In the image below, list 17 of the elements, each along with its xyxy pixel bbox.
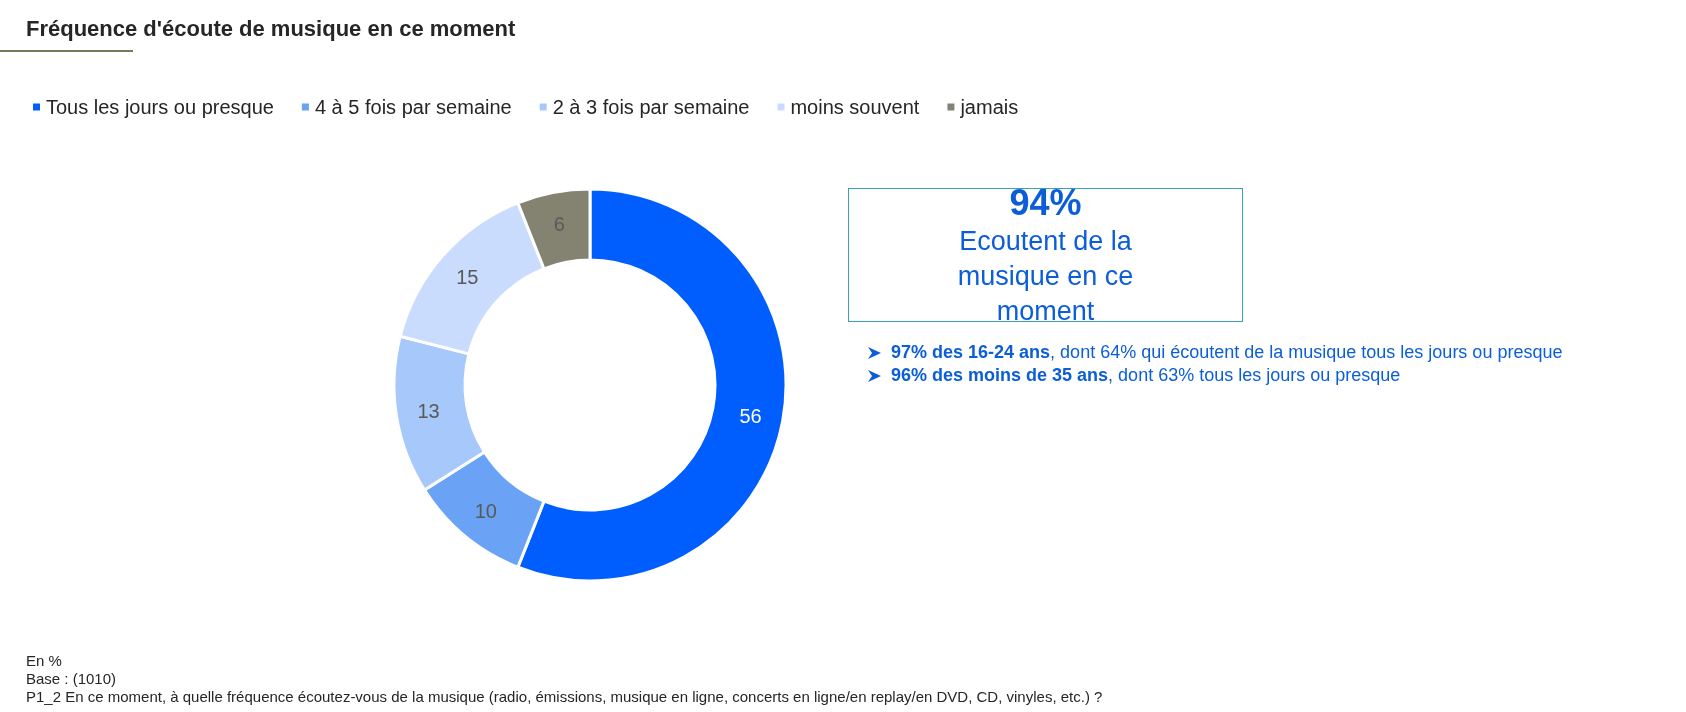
text: Base : (1010) xyxy=(26,670,118,688)
chart-title: Fréquence d'écoute de musique en ce moment xyxy=(26,16,516,42)
legend-label: jamais xyxy=(959,96,1019,118)
legend-label: 2 à 3 fois par semaine xyxy=(552,96,750,118)
text: 96% des moins de 35 ans, dont 63% tous les jours ou presque xyxy=(891,365,1401,386)
text: P1_2 En ce moment, à quelle fréquence écoutez-vous de la musique (radio, émissions, musique en ligne, concerts en ligne/en replay/en DVD, CD, vinyles, etc.) ? xyxy=(26,688,1103,706)
legend-label: 4 à 5 fois par semaine xyxy=(314,96,512,118)
legend-label: Tous les jours ou presque xyxy=(46,96,274,118)
data-label: 10 xyxy=(474,499,497,522)
data-label: 56 xyxy=(739,404,762,427)
data-label: 13 xyxy=(417,399,440,422)
text: Ecoutent de la musique en ce moment xyxy=(956,224,1135,328)
data-label: 15 xyxy=(456,265,479,288)
text: En % xyxy=(26,652,63,670)
text: 97% des 16-24 ans, dont 64% qui écoutent de la musique tous les jours ou presque xyxy=(891,342,1563,363)
text: 94% xyxy=(1008,181,1083,224)
legend-label: moins souvent xyxy=(790,96,920,118)
